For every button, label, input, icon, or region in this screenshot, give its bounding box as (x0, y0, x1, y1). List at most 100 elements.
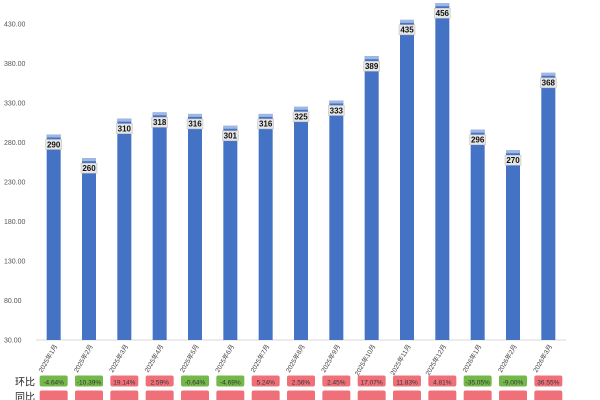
change-value: -35.05% (466, 379, 490, 386)
x-tick-label: 2025年6月 (213, 343, 236, 374)
change-value: 19.14% (113, 379, 135, 386)
bar-cap (46, 134, 61, 138)
x-tick-label: 2025年1月 (36, 343, 59, 374)
change-cell (145, 375, 174, 387)
change-value: 2.56% (292, 379, 311, 386)
change-cell (322, 390, 351, 400)
table-row-label: 环比 (15, 377, 35, 389)
x-tick-label: 2025年4月 (142, 343, 165, 374)
change-cell (75, 390, 103, 400)
change-cell (251, 390, 280, 400)
bar (294, 106, 308, 340)
change-cell (251, 375, 280, 387)
bar (541, 72, 556, 341)
change-cell (216, 390, 245, 400)
change-cell (357, 390, 386, 400)
bar (82, 158, 96, 340)
change-value: -4.69% (220, 379, 241, 386)
y-tick-label: 230.00 (4, 179, 26, 186)
y-tick-label: 130.00 (4, 258, 26, 265)
data-label-box (45, 139, 62, 150)
bar (223, 125, 238, 341)
bar-cap (400, 19, 414, 23)
change-value: 2.45% (327, 379, 346, 386)
change-value: -9.00% (503, 379, 524, 386)
data-label-box (186, 118, 204, 130)
change-value: 11.83% (396, 379, 418, 386)
x-tick-label: 2025年7月 (248, 343, 271, 374)
data-label-box (540, 77, 557, 89)
data-label-box (222, 130, 239, 142)
data-label-box (151, 117, 168, 128)
data-label-box (363, 60, 380, 72)
change-value: 4.81% (433, 379, 452, 386)
y-tick-label: 380.00 (4, 61, 26, 68)
change-value: -0.64% (185, 379, 206, 386)
x-tick-label: 2025年5月 (177, 343, 200, 374)
x-tick-label: 2025年2月 (71, 343, 94, 374)
bars: 290 260 310 318 316 301 316 325 333 389 435 456 296 2… (45, 3, 557, 341)
bar (117, 118, 132, 341)
change-cell (287, 390, 315, 400)
bar-cap (294, 106, 308, 110)
data-label-box (116, 123, 133, 134)
data-label: 333 (330, 106, 344, 115)
bar (152, 112, 167, 340)
bar-cap (82, 158, 96, 162)
x-tick-label: 2026年2月 (495, 343, 518, 374)
bar-cap (435, 3, 450, 7)
change-cell (393, 390, 421, 400)
y-tick-label: 30.00 (4, 338, 22, 345)
change-cell (145, 390, 174, 400)
bar-cap (152, 112, 167, 116)
change-value: -4.64% (43, 379, 64, 386)
bar (400, 19, 414, 340)
bar-cap (329, 100, 344, 104)
data-label: 260 (82, 164, 96, 173)
data-label: 456 (436, 9, 450, 18)
change-cell (181, 375, 209, 387)
change-cell (499, 375, 527, 387)
change-value: -10.39% (77, 379, 101, 386)
change-table: 环比 -4.64% -10.39% 19.14% 2.59% -0.64% -4.69% 5.… (15, 375, 563, 400)
bar-cap (541, 72, 556, 76)
bar-cap (188, 113, 202, 117)
bar-cap (470, 129, 485, 133)
data-label: 290 (47, 140, 61, 149)
data-label-box (292, 111, 310, 123)
change-cell (75, 375, 103, 387)
change-value: 17.07% (361, 379, 383, 386)
change-cell (428, 375, 457, 387)
x-tick-label: 2025年12月 (423, 343, 448, 378)
change-value: 36.55% (537, 379, 559, 386)
data-label-box (257, 118, 274, 130)
change-cell (534, 375, 563, 387)
bar-cap (223, 125, 238, 129)
bar (506, 150, 520, 340)
data-label: 270 (506, 156, 520, 165)
bar (188, 113, 202, 340)
data-label: 368 (542, 79, 556, 88)
change-cell (428, 390, 457, 400)
change-cell (287, 375, 315, 387)
data-label: 389 (365, 62, 379, 71)
change-cell (499, 390, 527, 400)
data-label: 301 (224, 132, 238, 141)
bar (329, 100, 344, 340)
y-tick-label: 430.00 (4, 21, 26, 28)
bar (258, 113, 273, 340)
change-cell (463, 390, 492, 400)
table-row-label: 同比 (15, 392, 35, 400)
change-cell (181, 390, 209, 400)
data-label: 325 (294, 113, 308, 122)
data-label: 296 (471, 136, 485, 145)
change-cell (216, 375, 245, 387)
bar-cap (506, 150, 520, 154)
bar-cap (258, 113, 273, 117)
data-label-box (434, 8, 451, 19)
x-tick-label: 2026年1月 (460, 342, 483, 373)
data-label-box (504, 155, 522, 166)
change-cell (357, 375, 386, 387)
